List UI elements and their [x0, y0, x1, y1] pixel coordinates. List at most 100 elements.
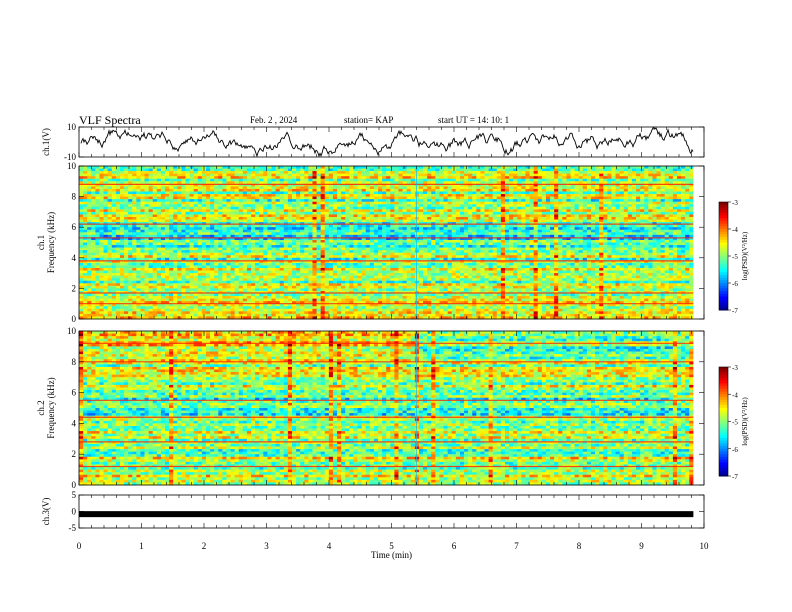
spectrogram-cell: [291, 217, 297, 220]
spectrogram-cell: [365, 173, 371, 177]
spectrogram-cell: [685, 239, 690, 243]
spectrogram-cell: [369, 166, 375, 169]
spectrogram-cell: [119, 194, 125, 197]
spectrogram-cell: [263, 242, 268, 246]
spectrogram-cell: [140, 242, 145, 246]
spectrogram-cell: [156, 237, 162, 241]
spectrogram-cell: [332, 239, 338, 243]
spectrogram-cell: [545, 245, 551, 248]
spectrogram-cell: [214, 204, 219, 208]
spectrogram-cell: [378, 206, 383, 210]
spectrogram-cell: [124, 196, 129, 200]
spectrogram-cell: [320, 201, 326, 205]
spectrogram-cell: [136, 239, 141, 243]
spectrogram-cell: [312, 188, 317, 192]
spectrogram-cell: [201, 173, 207, 177]
spectrogram-cell: [185, 224, 190, 228]
spectrogram-cell: [365, 237, 371, 241]
spectrogram-cell: [353, 211, 358, 215]
spectrogram-cell: [185, 227, 190, 231]
spectrogram-cell: [287, 166, 293, 169]
spectrogram-cell: [619, 178, 625, 182]
spectrogram-cell: [644, 211, 649, 215]
spectrogram-cell: [410, 206, 416, 210]
spectrogram-cell: [271, 191, 276, 195]
spectrogram-cell: [312, 247, 317, 251]
spectrogram-cell: [566, 178, 571, 182]
spectrogram-cell: [488, 171, 494, 175]
spectrogram-cell: [451, 178, 457, 182]
spectrogram-cell: [255, 214, 260, 218]
spectrogram-cell: [324, 188, 330, 192]
spectrogram-cell: [316, 178, 322, 182]
spectrogram-cell: [287, 242, 293, 246]
spectrogram-cell: [238, 219, 244, 223]
spectrogram-cell: [414, 171, 420, 175]
spectrogram-cell: [197, 206, 203, 210]
spectrogram-cell: [566, 224, 571, 228]
spectrogram-cell: [402, 247, 408, 251]
spectrogram-cell: [234, 232, 240, 236]
spectrogram-cell: [586, 229, 592, 233]
spectrogram-cell: [578, 227, 584, 231]
spectrogram-cell: [369, 178, 375, 182]
spectrogram-cell: [566, 237, 571, 241]
spectrogram-cell: [251, 176, 256, 180]
spectrogram-cell: [386, 224, 391, 228]
spectrogram-cell: [177, 173, 182, 177]
spectrogram-cell: [668, 188, 674, 192]
spectrogram-cell: [451, 219, 457, 223]
spectrogram-cell: [283, 171, 289, 175]
spectrogram-cell: [259, 183, 264, 187]
spectrogram-cell: [111, 173, 117, 177]
spectrogram-cell: [238, 178, 244, 182]
spectrogram-cell: [394, 209, 399, 213]
spectrogram-cell: [660, 232, 666, 236]
spectrogram-cell: [320, 219, 326, 223]
spectrogram-cell: [107, 206, 113, 210]
spectrogram-cell: [529, 176, 535, 180]
spectrogram-cell: [169, 171, 174, 175]
spectrogram-cell: [210, 173, 215, 177]
spectrogram-cell: [431, 214, 436, 218]
spectrogram-cell: [296, 199, 301, 203]
spectrogram-cell: [267, 188, 272, 192]
spectrogram-cell: [619, 219, 625, 223]
spectrogram-cell: [595, 209, 600, 213]
spectrogram-cell: [300, 194, 305, 197]
spectrogram-cell: [337, 242, 342, 246]
spectrogram-cell: [271, 206, 276, 210]
spectrogram-cell: [373, 211, 379, 215]
spectrogram-cell: [603, 234, 608, 238]
spectrogram-cell: [267, 211, 272, 215]
spectrogram-cell: [464, 186, 469, 190]
spectrogram-cell: [218, 191, 223, 195]
spectrogram-cell: [226, 181, 231, 185]
spectrogram-cell: [468, 168, 473, 172]
spectrogram-cell: [386, 201, 391, 205]
spectrogram-cell: [689, 229, 694, 233]
spectrogram-cell: [570, 191, 575, 195]
spectrogram-cell: [181, 196, 186, 200]
spectrogram-cell: [672, 168, 678, 172]
spectrogram-cell: [656, 245, 662, 248]
spectrogram-cell: [160, 166, 166, 169]
spectrogram-cell: [517, 168, 522, 172]
spectrogram-cell: [238, 250, 244, 254]
spectrogram-cell: [328, 247, 334, 251]
spectrogram-cell: [275, 206, 281, 210]
spectrogram-cell: [316, 168, 322, 172]
spectrogram-cell: [304, 214, 309, 218]
spectrogram-cell: [603, 199, 608, 203]
spectrogram-cell: [476, 217, 481, 220]
spectrogram-cell: [205, 245, 211, 248]
spectrogram-cell: [197, 181, 203, 185]
spectrogram-cell: [394, 178, 399, 182]
spectrogram-cell: [185, 186, 190, 190]
spectrogram-cell: [484, 166, 489, 169]
spectrogram-cell: [128, 224, 133, 228]
spectrogram-cell: [111, 201, 117, 205]
spectrogram-cell: [685, 178, 690, 182]
spectrogram-cell: [140, 204, 145, 208]
spectrogram-cell: [267, 178, 272, 182]
